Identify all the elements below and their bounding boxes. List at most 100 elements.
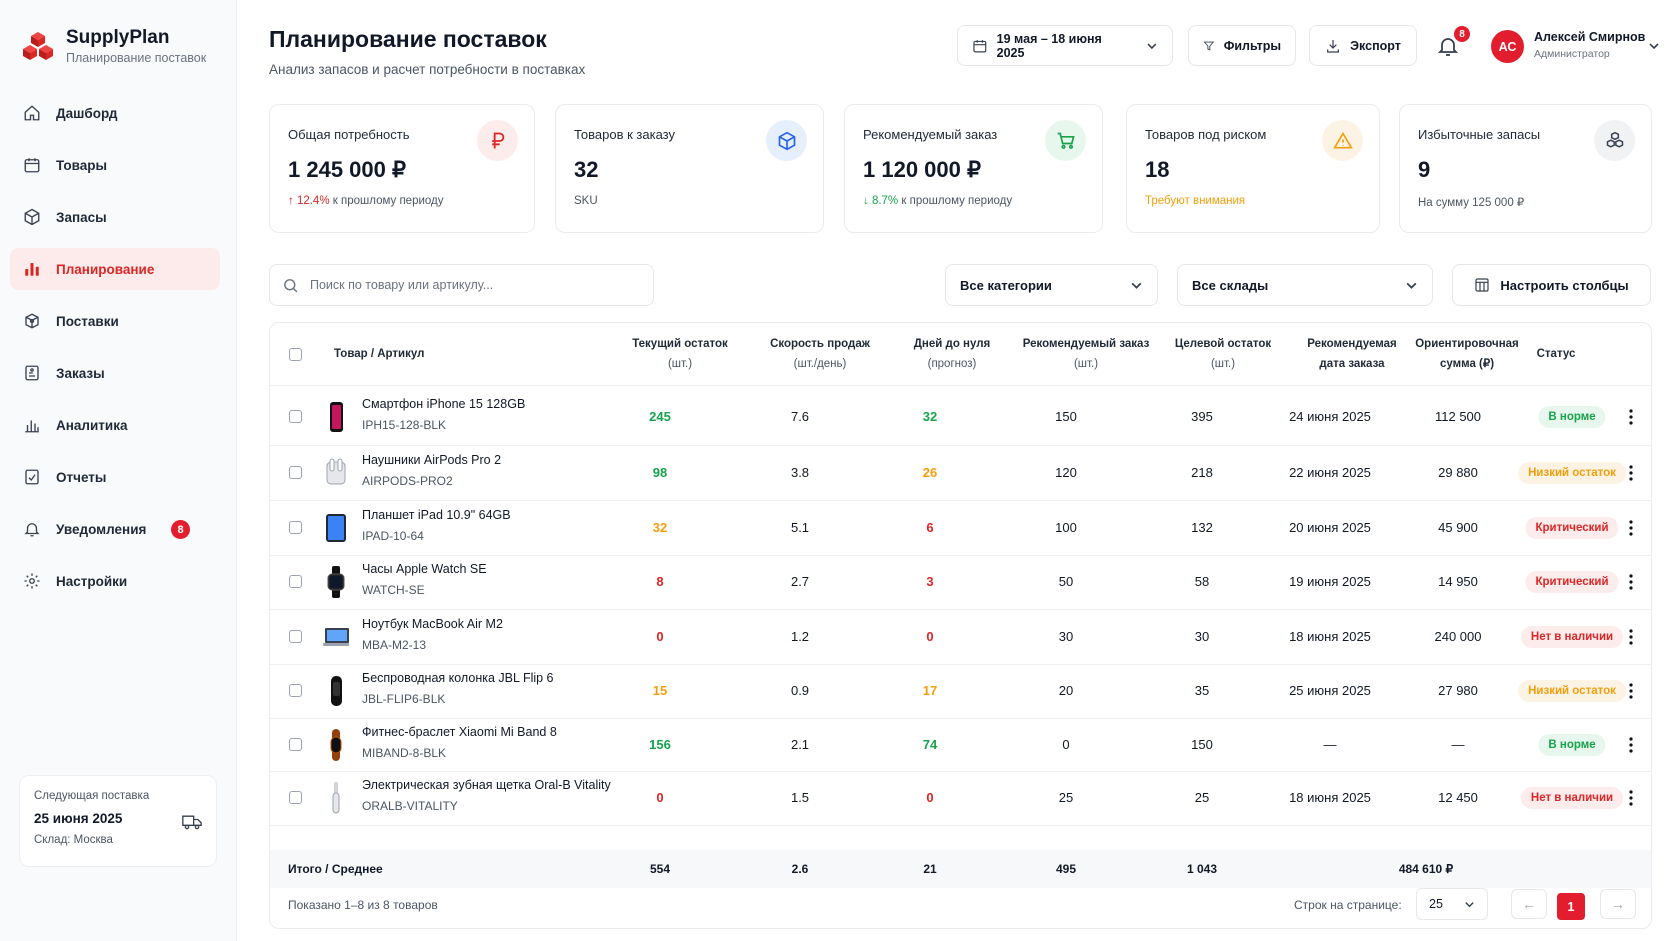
product-thumbnail <box>332 782 340 814</box>
sidebar-item-settings[interactable]: Настройки <box>10 560 220 602</box>
header-notification-badge: 8 <box>1454 26 1470 42</box>
user-name[interactable]: Алексей Смирнов <box>1534 30 1646 44</box>
column-header-status[interactable]: Статус <box>1491 323 1621 385</box>
row-checkbox[interactable] <box>289 791 302 804</box>
product-thumbnail <box>326 458 346 484</box>
export-button[interactable]: Экспорт <box>1309 25 1417 66</box>
kpi-label: Товаров к заказу <box>574 127 675 142</box>
column-title: Скорость продаж <box>770 338 870 350</box>
column-header-target-stock[interactable]: Целевой остаток (шт.) <box>1147 323 1299 385</box>
column-title: Дней до нуля <box>913 338 991 350</box>
kpi-value: 9 <box>1418 157 1431 182</box>
more-actions-icon[interactable] <box>1629 519 1633 536</box>
rows-per-page-select[interactable]: 25 <box>1416 888 1488 920</box>
row-checkbox[interactable] <box>289 575 302 588</box>
column-header-estimated-sum[interactable]: Ориентировочная сумма (₽) <box>1383 323 1551 385</box>
product-name[interactable]: Наушники AirPods Pro 2 <box>362 452 502 467</box>
more-actions-icon[interactable] <box>1629 790 1633 806</box>
row-checkbox[interactable] <box>289 737 302 751</box>
kpi-foot-text: к прошлому периоду <box>898 195 1013 207</box>
row-checkbox[interactable] <box>289 410 302 423</box>
chevron-down-icon <box>1147 42 1157 49</box>
sidebar-item-planning[interactable]: Планирование <box>10 248 220 290</box>
cube-icon <box>766 120 807 161</box>
days-to-zero: 17 <box>922 683 938 698</box>
product-sku: WATCH-SE <box>362 583 425 597</box>
totals-sum: 484 610 ₽ <box>1398 862 1454 876</box>
app-logo[interactable]: SupplyPlan Планирование поставок <box>22 27 206 65</box>
configure-columns-button[interactable]: Настроить столбцы <box>1452 264 1651 306</box>
product-name[interactable]: Часы Apple Watch SE <box>362 562 487 576</box>
kpi-label: Товаров под риском <box>1145 127 1267 142</box>
notifications-bell-icon[interactable] <box>1436 34 1460 58</box>
column-header-recommended-order[interactable]: Рекомендуемый заказ (шт.) <box>991 323 1181 385</box>
sales-speed: 2.1 <box>790 736 810 752</box>
product-name[interactable]: Ноутбук MacBook Air M2 <box>362 616 503 631</box>
estimated-sum: — <box>1451 736 1465 752</box>
row-checkbox[interactable] <box>289 465 302 479</box>
current-stock: 0 <box>656 790 664 805</box>
kpi-label: Общая потребность <box>288 127 410 142</box>
sidebar-item-label: Отчеты <box>56 469 107 485</box>
warehouse-select[interactable]: Все склады <box>1177 264 1433 306</box>
rows-per-page-value: 25 <box>1429 897 1443 911</box>
column-header-product[interactable]: Товар / Артикул <box>334 323 474 385</box>
column-title: Статус <box>1536 348 1576 360</box>
target-stock: 218 <box>1191 464 1213 480</box>
column-header-current-stock[interactable]: Текущий остаток (шт.) <box>604 323 756 385</box>
row-checkbox[interactable] <box>289 684 302 697</box>
more-actions-icon[interactable] <box>1629 683 1633 699</box>
product-name[interactable]: Смартфон iPhone 15 128GB <box>362 397 526 411</box>
product-name[interactable]: Фитнес-браслет Xiaomi Mi Band 8 <box>362 724 557 739</box>
prev-page-button[interactable]: ← <box>1511 889 1547 919</box>
filters-button[interactable]: Фильтры <box>1188 25 1296 66</box>
target-stock: 35 <box>1194 683 1210 698</box>
sidebar-item-products[interactable]: Товары <box>10 144 220 186</box>
kpi-footnote: На сумму 125 000 ₽ <box>1418 197 1525 209</box>
recommended-order: 150 <box>1055 409 1077 424</box>
warning-icon <box>1322 120 1363 161</box>
search-input[interactable]: Поиск по товару или артикулу... <box>269 264 654 306</box>
next-delivery-card[interactable]: Следующая поставка 25 июня 2025 Склад: М… <box>19 775 217 867</box>
avatar[interactable]: АС <box>1491 30 1524 63</box>
date-range-picker[interactable]: 19 мая – 18 июня 2025 <box>957 25 1173 66</box>
more-actions-icon[interactable] <box>1629 409 1633 425</box>
sidebar-item-reports[interactable]: Отчеты <box>10 456 220 498</box>
truck-box-icon <box>25 313 39 329</box>
more-actions-icon[interactable] <box>1629 574 1633 590</box>
row-checkbox[interactable] <box>289 629 302 643</box>
product-sku: JBL-FLIP6-BLK <box>362 692 446 706</box>
sidebar-item-analytics[interactable]: Аналитика <box>10 404 220 446</box>
row-checkbox[interactable] <box>289 520 302 534</box>
column-header-order-date[interactable]: Рекомендуемая дата заказа <box>1276 323 1428 385</box>
columns-icon <box>1475 278 1489 292</box>
next-page-button[interactable]: → <box>1600 889 1636 919</box>
kpi-label: Избыточные запасы <box>1418 127 1541 142</box>
recommended-order: 20 <box>1058 683 1074 698</box>
app-name: SupplyPlan <box>66 27 170 48</box>
column-header-sales-speed[interactable]: Скорость продаж (шт./день) <box>744 323 896 385</box>
more-actions-icon[interactable] <box>1629 464 1633 481</box>
status-badge: В норме <box>1538 733 1606 756</box>
page-1-button[interactable]: 1 <box>1557 893 1585 920</box>
category-select[interactable]: Все категории <box>945 264 1158 306</box>
product-name[interactable]: Электрическая зубная щетка Oral-B Vitali… <box>362 778 611 792</box>
product-thumbnail <box>326 513 346 542</box>
chevron-down-icon[interactable] <box>1648 40 1660 52</box>
sidebar-item-stock[interactable]: Запасы <box>10 196 220 238</box>
sidebar-item-orders[interactable]: Заказы <box>10 352 220 394</box>
more-actions-icon[interactable] <box>1629 736 1633 753</box>
sidebar-item-notifications[interactable]: Уведомления 8 <box>10 508 220 550</box>
current-stock: 15 <box>652 683 668 698</box>
product-thumbnail <box>330 402 343 432</box>
sidebar-item-dashboard[interactable]: Дашборд <box>10 92 220 134</box>
sidebar-item-label: Уведомления <box>56 521 147 537</box>
select-all-checkbox[interactable] <box>289 348 302 361</box>
product-name[interactable]: Планшет iPad 10.9" 64GB <box>362 507 511 522</box>
more-actions-icon[interactable] <box>1629 628 1633 645</box>
bell-icon <box>24 523 40 537</box>
sidebar-item-deliveries[interactable]: Поставки <box>10 300 220 342</box>
column-header-days-to-zero[interactable]: Дней до нуля (прогноз) <box>876 323 1028 385</box>
product-name[interactable]: Беспроводная колонка JBL Flip 6 <box>362 671 554 685</box>
current-stock: 98 <box>652 464 668 480</box>
